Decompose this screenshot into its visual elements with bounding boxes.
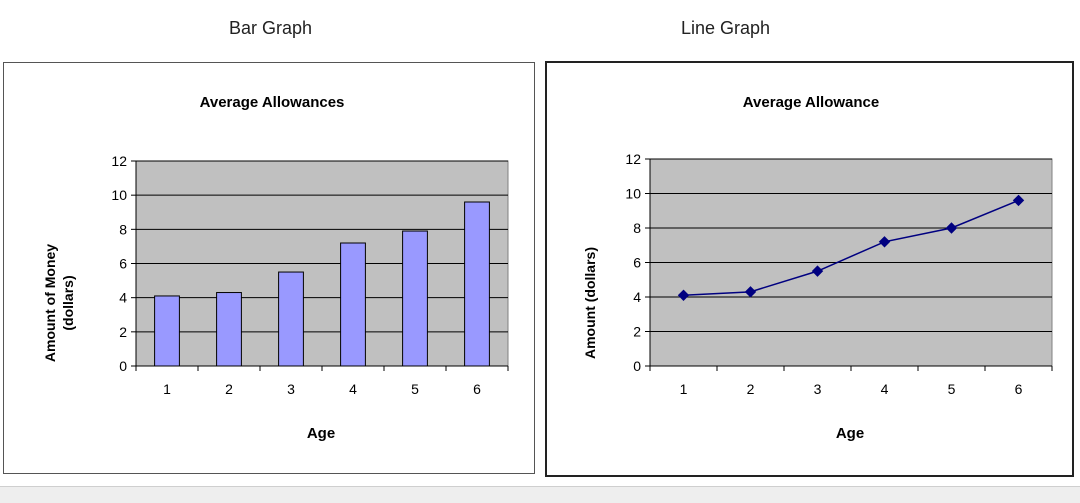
bar-chart-ytick-label: 12 [111, 153, 127, 169]
line-chart-xtick-label: 6 [1015, 381, 1023, 397]
bar-chart-bar [216, 292, 242, 367]
bar-graph-caption: Bar Graph [229, 18, 313, 38]
line-chart-point [744, 286, 757, 298]
line-chart-xtick-label: 3 [814, 381, 822, 397]
bar-chart-bar [278, 271, 304, 367]
line-chart-ytick-label: 2 [633, 324, 641, 340]
bar-chart-title: Average Allowances [200, 94, 345, 111]
line-chart-ytick-label: 10 [625, 186, 641, 202]
line-chart-point [945, 222, 958, 234]
line-chart-title: Average Allowance [743, 94, 879, 111]
bar-chart-xlabel: Age [307, 425, 335, 442]
bar-chart-bar [340, 242, 366, 367]
line-chart-ytick-label: 8 [633, 220, 641, 236]
line-chart-ylabel: Amount (dollars) [582, 247, 598, 359]
bottom-scroll-strip [0, 486, 1080, 503]
bar-chart-bar [402, 230, 428, 367]
line-chart: Average Allowance Age Amount (dollars) 0… [582, 94, 1053, 442]
line-chart-xtick-label: 1 [680, 381, 688, 397]
bar-chart-xtick-label: 2 [225, 381, 233, 397]
line-chart-xtick-label: 5 [948, 381, 956, 397]
line-chart-xlabel: Age [836, 425, 864, 442]
bar-chart-ytick-label: 4 [119, 290, 127, 306]
bar-chart-panel: Average Allowances Age Amount of Money (… [3, 62, 535, 474]
bar-chart-xtick-label: 6 [473, 381, 481, 397]
line-chart-panel: Average Allowance Age Amount (dollars) 0… [545, 61, 1074, 477]
bar-chart-ylabel-line2: (dollars) [60, 275, 76, 330]
line-chart-series-line [683, 199, 1019, 297]
bar-chart-xtick-label: 1 [163, 381, 171, 397]
line-chart-point [1012, 194, 1025, 207]
bar-chart-bar [154, 295, 180, 367]
bar-chart-bar [464, 201, 490, 367]
line-chart-xtick-label: 4 [881, 381, 889, 397]
bar-chart-xtick-label: 5 [411, 381, 419, 397]
bar-chart-ytick-label: 0 [119, 358, 127, 374]
line-chart-ytick-label: 12 [625, 151, 641, 167]
line-chart-point [677, 289, 690, 301]
bar-chart-ytick-label: 8 [119, 221, 127, 237]
line-graph-caption: Line Graph [681, 18, 771, 38]
bar-chart: Average Allowances Age Amount of Money (… [42, 94, 509, 442]
bar-chart-ytick-label: 6 [119, 256, 127, 272]
line-chart-ytick-label: 4 [633, 289, 641, 305]
bar-chart-ytick-label: 2 [119, 324, 127, 340]
line-chart-ytick-label: 6 [633, 255, 641, 271]
line-chart-point [878, 236, 891, 248]
line-chart-xtick-label: 2 [747, 381, 755, 397]
bar-chart-xtick-label: 4 [349, 381, 357, 397]
bar-chart-xtick-label: 3 [287, 381, 295, 397]
line-chart-ytick-label: 0 [633, 358, 641, 374]
line-chart-point [811, 265, 824, 277]
bar-chart-ylabel-line1: Amount of Money [42, 244, 58, 362]
bar-chart-ytick-label: 10 [111, 187, 127, 203]
